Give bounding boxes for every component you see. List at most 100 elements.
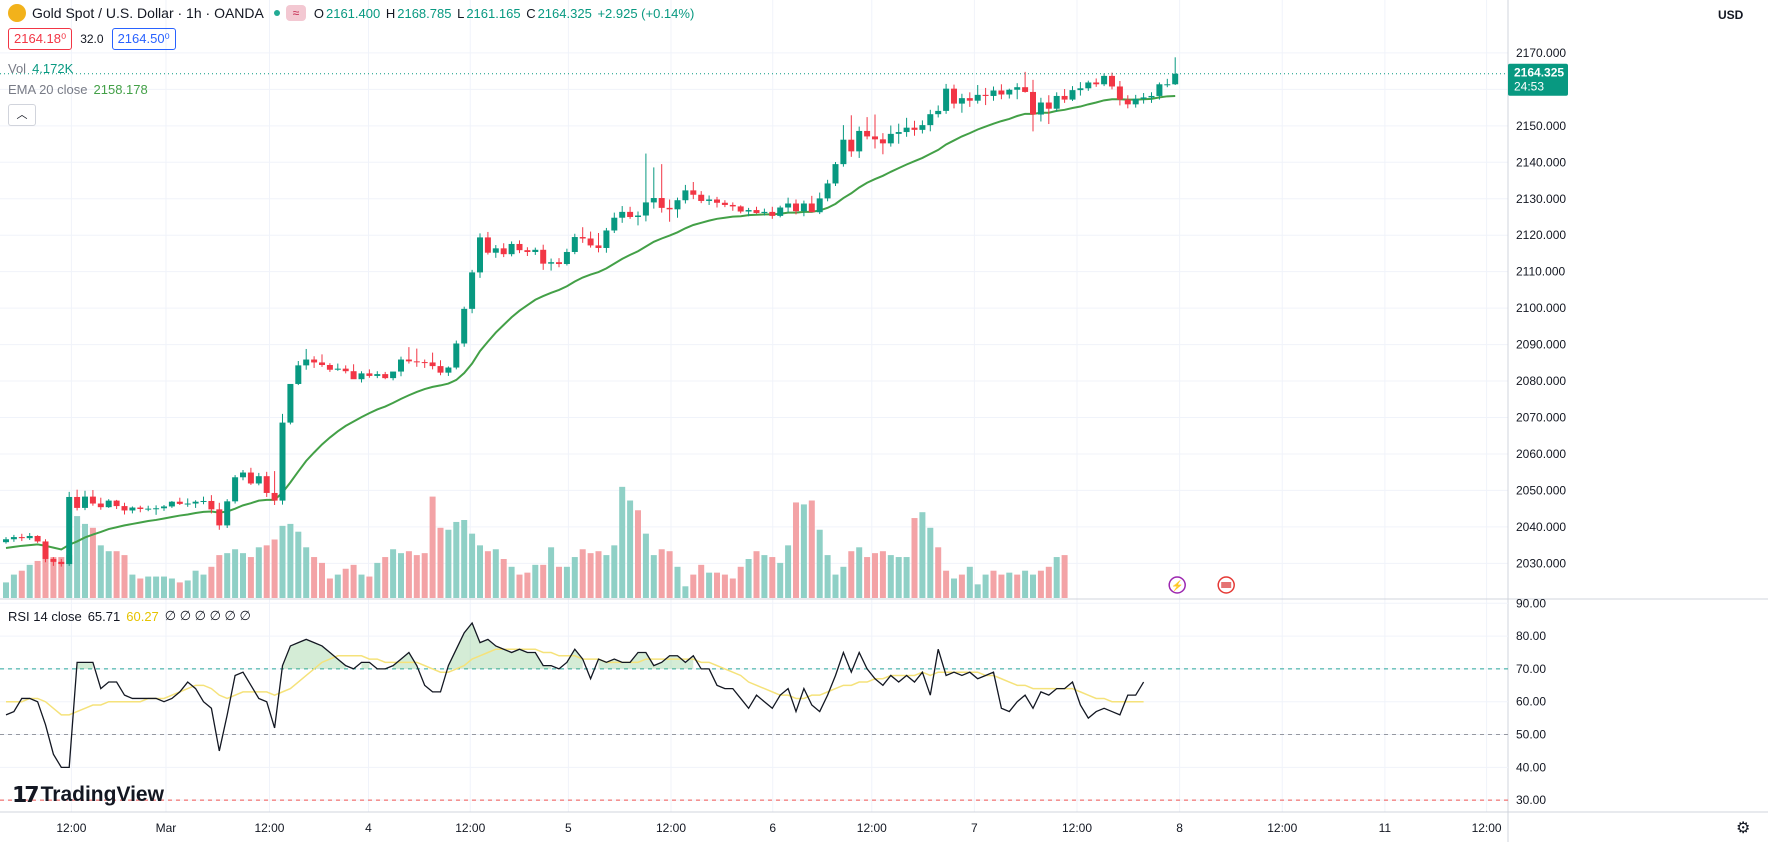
collapse-legend-button[interactable]: ︿: [8, 104, 36, 126]
candle-body: [548, 262, 555, 264]
volume-bar: [532, 564, 539, 598]
symbol-title[interactable]: Gold Spot / U.S. Dollar · 1h · OANDA: [32, 5, 264, 21]
volume-bar: [105, 551, 112, 598]
candle-body: [951, 88, 957, 104]
volume-bar: [785, 545, 792, 598]
volume-bar: [848, 551, 855, 598]
symbol-legend: Gold Spot / U.S. Dollar · 1h · OANDA ≈ O…: [8, 4, 696, 22]
volume-bar: [350, 564, 357, 598]
volume-bar: [777, 562, 784, 598]
volume-bar: [1037, 570, 1044, 598]
candle-body: [1022, 87, 1029, 92]
y-tick-label: 2130.000: [1516, 192, 1566, 206]
volume-bar: [982, 574, 989, 598]
rsi-extra-values: ∅ ∅ ∅ ∅ ∅ ∅: [164, 608, 251, 623]
rsi-legend[interactable]: RSI 14 close 65.71 60.27 ∅ ∅ ∅ ∅ ∅ ∅: [8, 608, 251, 624]
candle-body: [263, 476, 270, 493]
candle-body: [453, 343, 460, 368]
volume-bar: [579, 549, 586, 598]
volume-bar: [469, 533, 476, 598]
volume-bar: [168, 578, 175, 598]
volume-bar: [879, 551, 886, 598]
volume-bar: [603, 555, 610, 598]
candle-body: [279, 422, 286, 501]
gold-symbol-icon: [8, 4, 26, 22]
volume-bar: [556, 566, 562, 598]
volume-bar: [461, 520, 468, 598]
candle-body: [137, 507, 144, 509]
x-tick-label: 12:00: [857, 821, 887, 835]
candle-body: [398, 359, 404, 372]
volume-bar: [34, 560, 41, 598]
candle-body: [587, 238, 594, 246]
candle-body: [1077, 88, 1084, 91]
volume-bar: [1045, 566, 1052, 598]
candle-body: [658, 198, 665, 208]
y-tick-label: 2170.000: [1516, 46, 1566, 60]
volume-bar: [903, 557, 910, 598]
candle-body: [319, 362, 325, 365]
volume-bar: [200, 574, 207, 598]
volume-bar: [129, 574, 136, 598]
ema-legend[interactable]: EMA 20 close 2158.178: [8, 82, 148, 97]
candle-body: [745, 210, 752, 212]
candle-body: [10, 537, 17, 540]
candle-body: [34, 535, 41, 542]
y-tick-label: 2070.000: [1516, 410, 1566, 424]
change-value: +2.925 (+0.14%): [597, 5, 695, 21]
tradingview-logo[interactable]: 𝟭𝟳 TradingView: [12, 782, 164, 808]
volume-bar: [429, 496, 436, 598]
candle-body: [982, 94, 989, 96]
volume-bar: [271, 539, 278, 598]
candle-body: [334, 368, 341, 370]
candle-body: [461, 308, 468, 344]
currency-button[interactable]: USD: [1718, 8, 1744, 22]
candle-body: [927, 114, 934, 126]
ema-value: 2158.178: [93, 82, 148, 97]
volume-bar: [658, 549, 665, 598]
volume-bar: [390, 549, 397, 598]
candle-body: [421, 362, 428, 364]
y-tick-label: 2150.000: [1516, 119, 1566, 133]
candle-body: [935, 110, 942, 115]
candle-body: [247, 472, 254, 484]
volume-bar: [287, 523, 294, 598]
volume-bar: [255, 547, 262, 598]
candle-body: [990, 90, 997, 96]
candle-body: [311, 359, 318, 363]
sell-price-button[interactable]: 2164.18⁰: [8, 28, 73, 50]
volume-bar: [18, 570, 25, 598]
volume-bar: [563, 566, 570, 598]
candle-body: [240, 472, 246, 478]
volume-bar: [382, 557, 389, 598]
rsi-line: [5, 621, 1145, 768]
volume-bar: [800, 504, 807, 598]
candle-body: [303, 359, 310, 366]
gear-icon[interactable]: ⚙: [1736, 820, 1751, 837]
volume-bar: [66, 555, 73, 598]
volume-bar: [311, 557, 318, 598]
candle-body: [595, 245, 602, 248]
volume-bar: [682, 586, 689, 598]
volume-bar: [82, 523, 88, 598]
candle-body: [1061, 95, 1068, 100]
volume-bar: [611, 545, 618, 598]
buy-price-button[interactable]: 2164.50⁰: [111, 28, 176, 50]
volume-bar: [1022, 570, 1029, 598]
x-tick-label: 12:00: [1472, 821, 1502, 835]
volume-bar: [627, 500, 634, 598]
volume-bar: [445, 529, 452, 598]
candle-body: [484, 237, 491, 253]
x-tick-label: 12:00: [1267, 821, 1297, 835]
x-tick-label: 6: [769, 821, 776, 835]
market-status-icon[interactable]: [273, 10, 280, 16]
candle-body: [3, 539, 9, 543]
volume-legend[interactable]: Vol 4.172K: [8, 61, 73, 76]
wave-icon[interactable]: ≈: [285, 5, 306, 21]
candle-body: [445, 367, 452, 373]
low-label: L: [457, 5, 465, 21]
volume-bar: [358, 574, 365, 598]
volume-bar: [706, 572, 713, 598]
volume-bar: [121, 555, 128, 598]
